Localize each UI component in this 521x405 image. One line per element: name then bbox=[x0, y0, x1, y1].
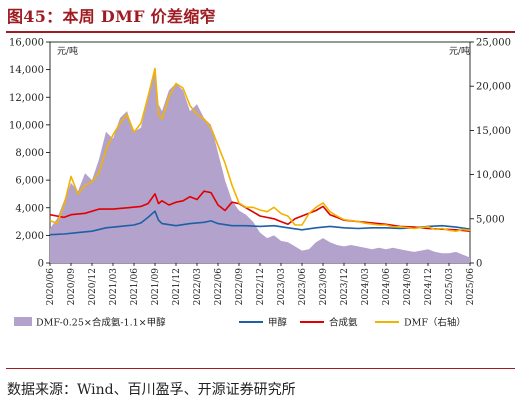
right-tick-label: 5,000 bbox=[476, 214, 505, 225]
legend-label-3: DMF（右轴） bbox=[404, 317, 466, 329]
left-tick-label: 10,000 bbox=[9, 120, 44, 131]
left-tick-label: 4,000 bbox=[15, 203, 44, 214]
x-tick-label: 2023/09 bbox=[319, 268, 329, 306]
x-tick-label: 2022/06 bbox=[214, 268, 224, 306]
right-tick-label: 0 bbox=[476, 259, 482, 270]
x-tick-label: 2023/06 bbox=[298, 268, 308, 306]
x-tick-label: 2022/12 bbox=[256, 268, 266, 305]
right-tick-label: 15,000 bbox=[476, 126, 511, 137]
x-tick-label: 2021/09 bbox=[151, 268, 161, 306]
right-tick-label: 10,000 bbox=[476, 170, 511, 181]
x-tick-label: 2020/09 bbox=[67, 268, 77, 306]
series-line-3 bbox=[49, 67, 471, 232]
x-tick-label: 2021/03 bbox=[109, 268, 119, 306]
series-area-0 bbox=[50, 69, 470, 263]
left-axis-unit: 元/吨 bbox=[57, 45, 78, 57]
legend-label-1: 甲醇 bbox=[268, 317, 288, 329]
x-tick-label: 2025/03 bbox=[445, 268, 455, 306]
figure-title: 图45：本周 DMF 价差缩窄 bbox=[7, 7, 216, 26]
x-tick-label: 2025/06 bbox=[466, 268, 476, 306]
bottom-rule bbox=[6, 368, 515, 369]
legend-label-2: 合成氨 bbox=[329, 317, 358, 329]
legend-swatch-0 bbox=[14, 317, 32, 326]
x-tick-label: 2022/09 bbox=[235, 268, 245, 306]
x-tick-label: 2020/06 bbox=[46, 268, 56, 306]
left-tick-label: 14,000 bbox=[9, 65, 44, 76]
x-tick-label: 2024/09 bbox=[403, 268, 413, 306]
x-tick-label: 2024/12 bbox=[424, 268, 434, 305]
x-tick-label: 2020/12 bbox=[88, 268, 98, 305]
chart-canvas: 0 2,000 4,000 6,000 8,000 10,000 12,000 14,000 1… bbox=[9, 38, 511, 329]
left-tick-label: 16,000 bbox=[9, 38, 44, 49]
x-tick-label: 2023/12 bbox=[340, 268, 350, 305]
spread-area-layer bbox=[50, 69, 470, 263]
right-axis-unit: 元/吨 bbox=[449, 45, 470, 57]
x-tick-label: 2021/12 bbox=[172, 268, 182, 305]
left-axis: 0 2,000 4,000 6,000 8,000 10,000 12,000 14,000 1… bbox=[9, 38, 50, 270]
x-axis: 2020/06 2020/09 2020/12 2021/03 2021/06 2021/… bbox=[46, 263, 476, 305]
left-tick-label: 8,000 bbox=[15, 148, 44, 159]
x-tick-label: 2022/03 bbox=[193, 268, 203, 306]
series-line-1 bbox=[49, 210, 471, 236]
x-tick-label: 2021/06 bbox=[130, 268, 140, 306]
right-tick-label: 20,000 bbox=[476, 82, 511, 93]
x-tick-label: 2024/03 bbox=[361, 268, 371, 306]
right-tick-label: 25,000 bbox=[476, 38, 511, 49]
legend: DMF-0.25×合成氨-1.1×甲醇 甲醇 合成氨 DMF（右轴） bbox=[14, 317, 466, 329]
left-tick-label: 12,000 bbox=[9, 93, 44, 104]
left-tick-label: 0 bbox=[38, 259, 44, 270]
legend-label-0: DMF-0.25×合成氨-1.1×甲醇 bbox=[36, 317, 166, 329]
source-note: 数据来源：Wind、百川盈孚、开源证券研究所 bbox=[7, 382, 296, 398]
title-rule bbox=[6, 31, 515, 33]
x-tick-label: 2023/03 bbox=[277, 268, 287, 306]
left-tick-label: 2,000 bbox=[15, 231, 44, 242]
right-axis: 0 5,000 10,000 15,000 20,000 25,000 bbox=[470, 38, 511, 270]
left-tick-label: 6,000 bbox=[15, 176, 44, 187]
x-tick-label: 2024/06 bbox=[382, 268, 392, 306]
series-lines-layer bbox=[49, 67, 471, 236]
